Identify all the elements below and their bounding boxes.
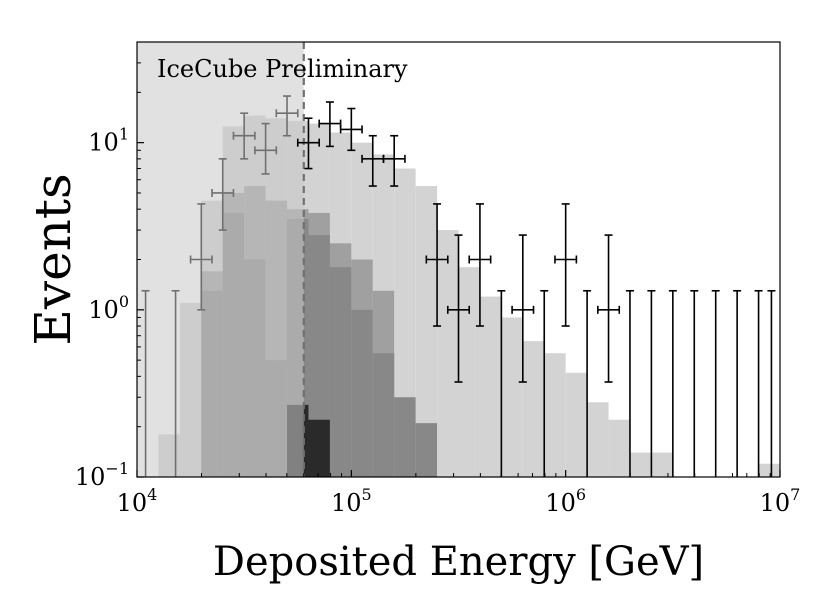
- data-point: [690, 289, 699, 477]
- data-point: [554, 203, 578, 327]
- data-point: [647, 289, 656, 477]
- hist-bar: [372, 353, 395, 477]
- data-point: [754, 289, 763, 477]
- y-tick-label: 101: [88, 125, 129, 157]
- data-point: [296, 117, 320, 170]
- hist-bar: [651, 452, 673, 477]
- data-point: [189, 203, 213, 311]
- hist-bar: [458, 267, 480, 477]
- data-point: [141, 289, 150, 477]
- hist-bar: [629, 452, 652, 477]
- hist-bar: [308, 235, 330, 477]
- data-point: [446, 234, 471, 383]
- y-tick-label: 100: [88, 292, 129, 324]
- hist-bar: [501, 317, 523, 477]
- hist-bar: [415, 423, 438, 477]
- data-point: [497, 289, 506, 477]
- x-tick-label: 106: [545, 485, 586, 517]
- data-point: [425, 203, 449, 327]
- watermark-label: IceCube Preliminary: [157, 55, 408, 83]
- threshold-shade-layer: [137, 42, 305, 477]
- data-point: [275, 95, 299, 137]
- data-point: [625, 289, 634, 477]
- data-points-layer: [141, 95, 776, 477]
- x-axis-label: Deposited Energy [GeV]: [213, 539, 704, 585]
- hist-bar: [544, 353, 566, 477]
- x-tick-label: 107: [760, 485, 801, 517]
- data-point: [668, 289, 677, 477]
- hist-bar: [394, 397, 416, 477]
- data-point: [597, 234, 621, 383]
- data-point: [171, 289, 180, 477]
- data-point: [318, 101, 342, 148]
- data-point: [767, 289, 776, 477]
- threshold-shade: [137, 42, 304, 477]
- hist-bar: [479, 296, 502, 477]
- data-point: [382, 134, 406, 187]
- hist-bar: [308, 419, 330, 477]
- data-point: [583, 289, 592, 477]
- data-point: [511, 234, 535, 383]
- data-point: [733, 289, 742, 477]
- y-tick-label: 10−1: [75, 459, 129, 491]
- hist-bar: [351, 309, 373, 477]
- data-point: [540, 289, 549, 477]
- data-point: [254, 122, 278, 175]
- hist-bar: [522, 341, 545, 477]
- data-point: [711, 289, 720, 477]
- data-point: [468, 203, 492, 327]
- data-point: [211, 158, 235, 231]
- hist-bar: [608, 419, 630, 477]
- axes-layer: 104 105 106 107 10−1 100 101: [75, 41, 801, 517]
- hist-bar: [758, 463, 780, 477]
- x-tick-label: 105: [331, 485, 372, 517]
- x-tick-label: 104: [117, 485, 158, 517]
- hist-bar: [437, 230, 459, 477]
- y-axis-label: Events: [24, 173, 82, 345]
- data-point: [232, 112, 256, 160]
- hist-bar: [565, 372, 588, 477]
- hist-bar: [587, 402, 609, 477]
- data-point: [339, 107, 363, 152]
- hist-bar: [329, 267, 352, 477]
